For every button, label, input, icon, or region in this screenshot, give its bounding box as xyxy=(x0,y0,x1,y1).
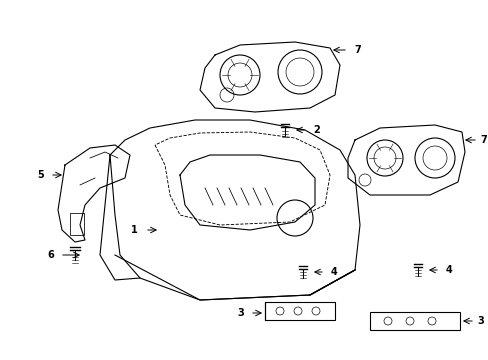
Text: 1: 1 xyxy=(131,225,138,235)
Text: 5: 5 xyxy=(37,170,44,180)
Text: 4: 4 xyxy=(330,267,337,277)
Text: 7: 7 xyxy=(479,135,486,145)
Text: 4: 4 xyxy=(445,265,452,275)
Text: 2: 2 xyxy=(312,125,319,135)
Text: 3: 3 xyxy=(237,308,244,318)
Bar xyxy=(264,302,334,320)
Text: 3: 3 xyxy=(476,316,483,326)
Bar xyxy=(369,312,459,330)
Text: 7: 7 xyxy=(353,45,360,55)
Text: 6: 6 xyxy=(47,250,54,260)
Bar xyxy=(70,213,84,235)
